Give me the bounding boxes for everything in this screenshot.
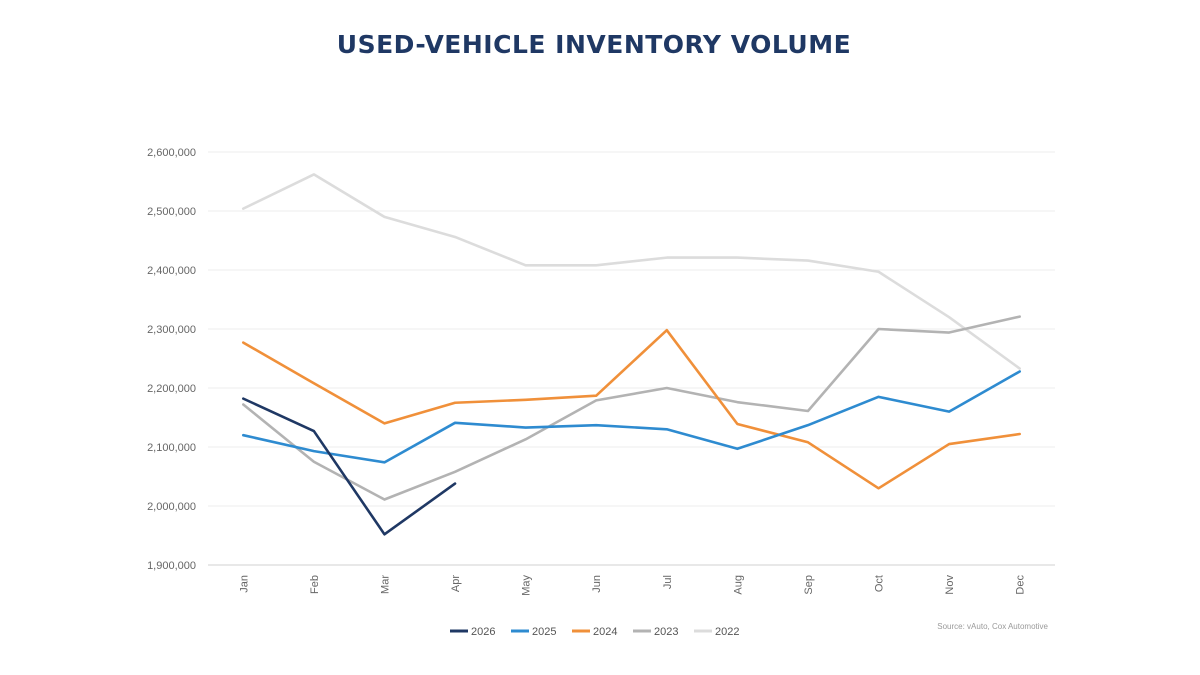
legend-item-2026: 2026 xyxy=(450,626,495,638)
legend-label: 2025 xyxy=(532,626,556,638)
chart-title: USED-VEHICLE INVENTORY VOLUME xyxy=(336,30,852,59)
y-axis-ticks: 1,900,000 2,000,000 2,100,000 2,200,000 2,30… xyxy=(147,147,196,572)
y-tick-label: 2,500,000 xyxy=(147,206,196,218)
legend-label: 2023 xyxy=(654,626,678,638)
x-tick-label: Mar xyxy=(379,575,391,594)
x-tick-label: Jul xyxy=(662,575,674,589)
y-tick-label: 2,100,000 xyxy=(147,442,196,454)
x-tick-label: Aug xyxy=(732,575,744,595)
y-tick-label: 2,600,000 xyxy=(147,147,196,159)
legend-label: 2022 xyxy=(715,626,739,638)
x-tick-label: Jan xyxy=(238,575,250,593)
y-tick-label: 2,200,000 xyxy=(147,383,196,395)
y-tick-label: 2,400,000 xyxy=(147,265,196,277)
legend: 2026 2025 2024 2023 2022 xyxy=(450,626,739,638)
series-line-2022 xyxy=(241,173,1022,370)
x-tick-label: Apr xyxy=(450,575,462,592)
x-tick-label: Sep xyxy=(803,575,815,595)
x-tick-label: Oct xyxy=(874,575,886,592)
legend-item-2023: 2023 xyxy=(633,626,678,638)
x-tick-label: May xyxy=(521,575,533,596)
legend-item-2024: 2024 xyxy=(572,626,617,638)
legend-item-2025: 2025 xyxy=(511,626,556,638)
legend-item-2022: 2022 xyxy=(694,626,739,638)
series-lines xyxy=(241,173,1022,536)
gridlines xyxy=(208,151,1055,566)
legend-label: 2024 xyxy=(593,626,617,638)
x-tick-label: Nov xyxy=(944,575,956,595)
series-line-2026 xyxy=(241,397,457,536)
series-line-2023 xyxy=(241,315,1022,501)
x-tick-label: Jun xyxy=(591,575,603,593)
legend-label: 2026 xyxy=(471,626,495,638)
x-tick-label: Feb xyxy=(309,575,321,594)
y-tick-label: 2,300,000 xyxy=(147,324,196,336)
y-tick-label: 2,000,000 xyxy=(147,501,196,513)
x-tick-label: Dec xyxy=(1015,575,1027,595)
y-tick-label: 1,900,000 xyxy=(147,560,196,572)
series-line-2025 xyxy=(241,370,1022,464)
series-line-2024 xyxy=(241,328,1022,490)
source-note: Source: vAuto, Cox Automotive xyxy=(937,622,1048,631)
x-axis-ticks: Jan Feb Mar Apr May Jun Jul Aug Sep Oct Nov Dec xyxy=(238,575,1026,596)
